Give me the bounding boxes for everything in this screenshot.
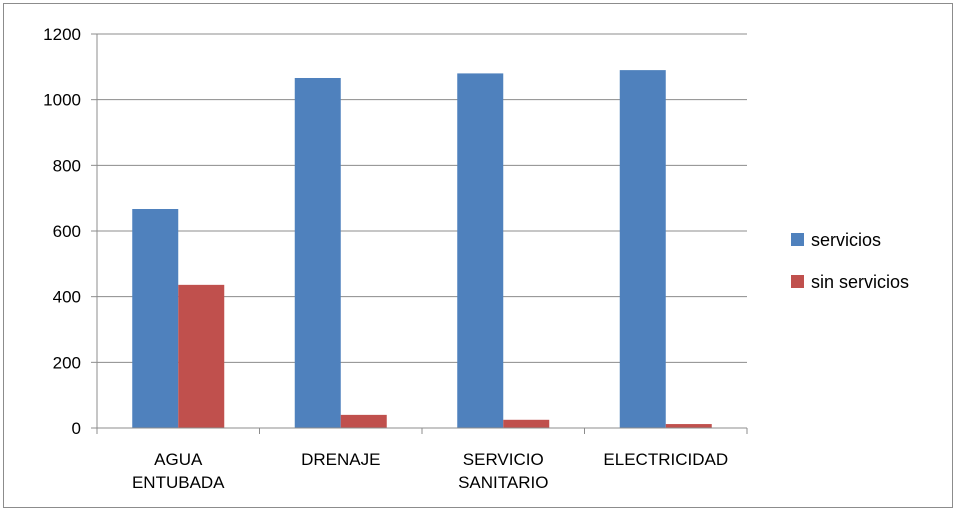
bar-sin-servicios bbox=[503, 419, 550, 428]
legend: servicios sin servicios bbox=[791, 230, 909, 292]
y-tick-label: 1000 bbox=[43, 91, 81, 110]
x-tick-label: DRENAJE bbox=[301, 450, 380, 469]
chart-frame: 0 200 400 600 800 1000 1200 AGUA ENTUBADA DRENAJ… bbox=[3, 3, 953, 508]
y-tick-label: 1200 bbox=[43, 25, 81, 44]
bar-sin-servicios bbox=[665, 424, 712, 428]
x-tick-label: ENTUBADA bbox=[132, 473, 225, 492]
legend-label: sin servicios bbox=[811, 272, 909, 292]
x-tick-label: AGUA bbox=[154, 450, 203, 469]
bar-servicios bbox=[457, 73, 504, 429]
axes bbox=[91, 33, 748, 434]
bars bbox=[132, 70, 712, 429]
legend-swatch bbox=[791, 233, 804, 246]
y-tick-label: 200 bbox=[53, 353, 81, 372]
y-tick-label: 600 bbox=[53, 222, 81, 241]
x-tick-label: SANITARIO bbox=[458, 473, 548, 492]
bar-servicios bbox=[132, 209, 179, 428]
x-tick-label: ELECTRICIDAD bbox=[603, 450, 728, 469]
y-tick-label: 400 bbox=[53, 288, 81, 307]
x-axis-labels: AGUA ENTUBADA DRENAJE SERVICIO SANITARIO ELEC… bbox=[132, 450, 728, 492]
bar-servicios bbox=[294, 77, 341, 428]
legend-label: servicios bbox=[811, 230, 881, 250]
legend-swatch bbox=[791, 275, 804, 288]
y-tick-label: 800 bbox=[53, 156, 81, 175]
y-tick-label: 0 bbox=[72, 419, 81, 438]
y-axis-ticks: 0 200 400 600 800 1000 1200 bbox=[43, 25, 81, 438]
bar-chart: 0 200 400 600 800 1000 1200 AGUA ENTUBADA DRENAJ… bbox=[43, 25, 909, 492]
bar-sin-servicios bbox=[340, 414, 387, 428]
bar-servicios bbox=[619, 70, 666, 428]
bar-sin-servicios bbox=[178, 284, 225, 428]
x-tick-label: SERVICIO bbox=[463, 450, 544, 469]
